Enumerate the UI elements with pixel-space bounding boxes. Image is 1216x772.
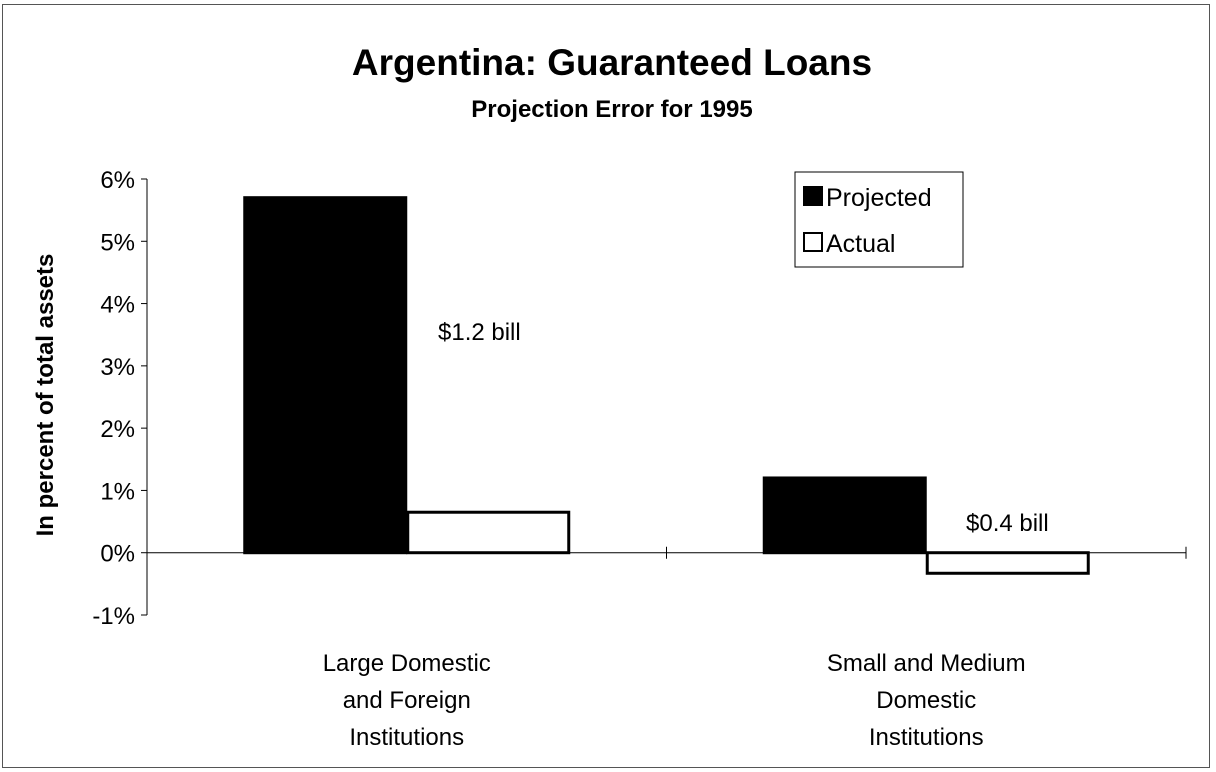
chart-title: Argentina: Guaranteed Loans <box>352 42 872 83</box>
legend-label: Projected <box>826 184 932 212</box>
category-label-line: Institutions <box>869 724 984 751</box>
category-label-line: Domestic <box>876 687 976 714</box>
bar-actual <box>406 510 571 555</box>
y-axis-label: In percent of total assets <box>32 254 59 537</box>
bar-projected <box>243 196 408 555</box>
legend-swatch <box>803 186 823 206</box>
category-label-line: Institutions <box>349 724 464 751</box>
bars <box>243 196 1090 575</box>
y-tick-label: 6% <box>100 167 135 194</box>
y-tick-label: 3% <box>100 354 135 381</box>
legend-swatch <box>803 232 823 252</box>
category-label-line: and Foreign <box>343 687 471 714</box>
chart-frame <box>2 4 1210 768</box>
legend: Projected Actual <box>794 171 964 268</box>
bar-projected <box>762 476 927 555</box>
y-tick-label: 4% <box>100 292 135 319</box>
y-axis: 6% 5% 4% 3% 2% 1% 0% -1% <box>92 167 148 630</box>
data-labels: $1.2 bill $0.4 bill <box>438 319 1049 537</box>
legend-item-projected: Projected <box>803 184 932 212</box>
annotation-label: $0.4 bill <box>966 510 1049 537</box>
y-tick-label: 0% <box>100 541 135 568</box>
y-tick-label: 2% <box>100 416 135 443</box>
legend-item-actual: Actual <box>803 230 895 258</box>
category-label-line: Large Domestic <box>323 650 491 677</box>
y-tick-label: 1% <box>100 478 135 505</box>
y-tick-label: 5% <box>100 229 135 256</box>
bar-actual <box>925 551 1090 575</box>
category-label-line: Small and Medium <box>827 650 1026 677</box>
chart-subtitle: Projection Error for 1995 <box>471 96 752 123</box>
legend-label: Actual <box>826 230 895 258</box>
category-label: Small and Medium Domestic Institutions <box>827 650 1026 751</box>
category-label: Large Domestic and Foreign Institutions <box>323 650 491 751</box>
y-tick-label: -1% <box>92 603 135 630</box>
annotation-label: $1.2 bill <box>438 319 521 346</box>
